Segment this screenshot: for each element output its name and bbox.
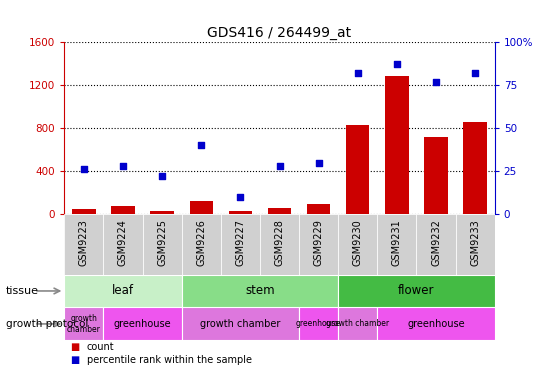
Text: greenhouse: greenhouse — [113, 319, 172, 329]
Bar — [103, 307, 182, 340]
Point — [158, 173, 167, 179]
Point — [471, 70, 480, 76]
Text: GSM9231: GSM9231 — [392, 219, 402, 266]
Bar — [143, 214, 182, 274]
Text: GSM9226: GSM9226 — [196, 219, 206, 266]
Point — [275, 163, 284, 169]
Point — [353, 70, 362, 76]
Text: GSM9229: GSM9229 — [314, 219, 324, 266]
Text: percentile rank within the sample: percentile rank within the sample — [87, 355, 252, 365]
Bar — [64, 307, 103, 340]
Point — [197, 142, 206, 148]
Bar — [150, 211, 174, 214]
Text: growth chamber: growth chamber — [326, 320, 389, 328]
Text: ■: ■ — [70, 342, 79, 352]
Text: growth
chamber: growth chamber — [67, 314, 101, 334]
Bar — [424, 137, 448, 214]
Bar — [72, 209, 96, 214]
Bar — [307, 205, 330, 214]
Bar — [190, 201, 213, 214]
Text: GSM9232: GSM9232 — [431, 219, 441, 266]
Bar — [103, 214, 143, 274]
Bar — [385, 76, 409, 214]
Text: GSM9227: GSM9227 — [235, 219, 245, 266]
Text: growth chamber: growth chamber — [200, 319, 281, 329]
Bar — [260, 214, 299, 274]
Text: ■: ■ — [70, 355, 79, 365]
Bar — [64, 214, 103, 274]
Text: tissue: tissue — [6, 286, 39, 296]
Bar — [338, 274, 495, 307]
Text: flower: flower — [398, 284, 435, 298]
Bar — [182, 274, 338, 307]
Bar — [268, 208, 291, 214]
Bar — [377, 214, 416, 274]
Point — [432, 79, 440, 85]
Bar — [299, 307, 338, 340]
Text: GSM9233: GSM9233 — [470, 219, 480, 266]
Bar — [416, 214, 456, 274]
Bar — [299, 214, 338, 274]
Text: GSM9225: GSM9225 — [157, 219, 167, 266]
Text: GSM9228: GSM9228 — [274, 219, 285, 266]
Bar — [456, 214, 495, 274]
Bar — [377, 307, 495, 340]
Text: leaf: leaf — [112, 284, 134, 298]
Point — [236, 194, 245, 200]
Text: GSM9223: GSM9223 — [79, 219, 89, 266]
Point — [392, 61, 401, 67]
Text: count: count — [87, 342, 114, 352]
Bar — [229, 211, 252, 214]
Point — [119, 163, 127, 169]
Bar — [221, 214, 260, 274]
Text: GSM9224: GSM9224 — [118, 219, 128, 266]
Text: greenhouse: greenhouse — [407, 319, 465, 329]
Text: GSM9230: GSM9230 — [353, 219, 363, 266]
Bar — [182, 307, 299, 340]
Title: GDS416 / 264499_at: GDS416 / 264499_at — [207, 26, 352, 40]
Text: growth protocol: growth protocol — [6, 319, 88, 329]
Point — [314, 160, 323, 165]
Point — [79, 167, 88, 172]
Bar — [111, 205, 135, 214]
Text: greenhouse: greenhouse — [296, 320, 341, 328]
Bar — [338, 214, 377, 274]
Bar — [64, 274, 182, 307]
Bar — [463, 122, 487, 214]
Bar — [346, 125, 369, 214]
Bar — [338, 307, 377, 340]
Bar — [182, 214, 221, 274]
Text: stem: stem — [245, 284, 274, 298]
